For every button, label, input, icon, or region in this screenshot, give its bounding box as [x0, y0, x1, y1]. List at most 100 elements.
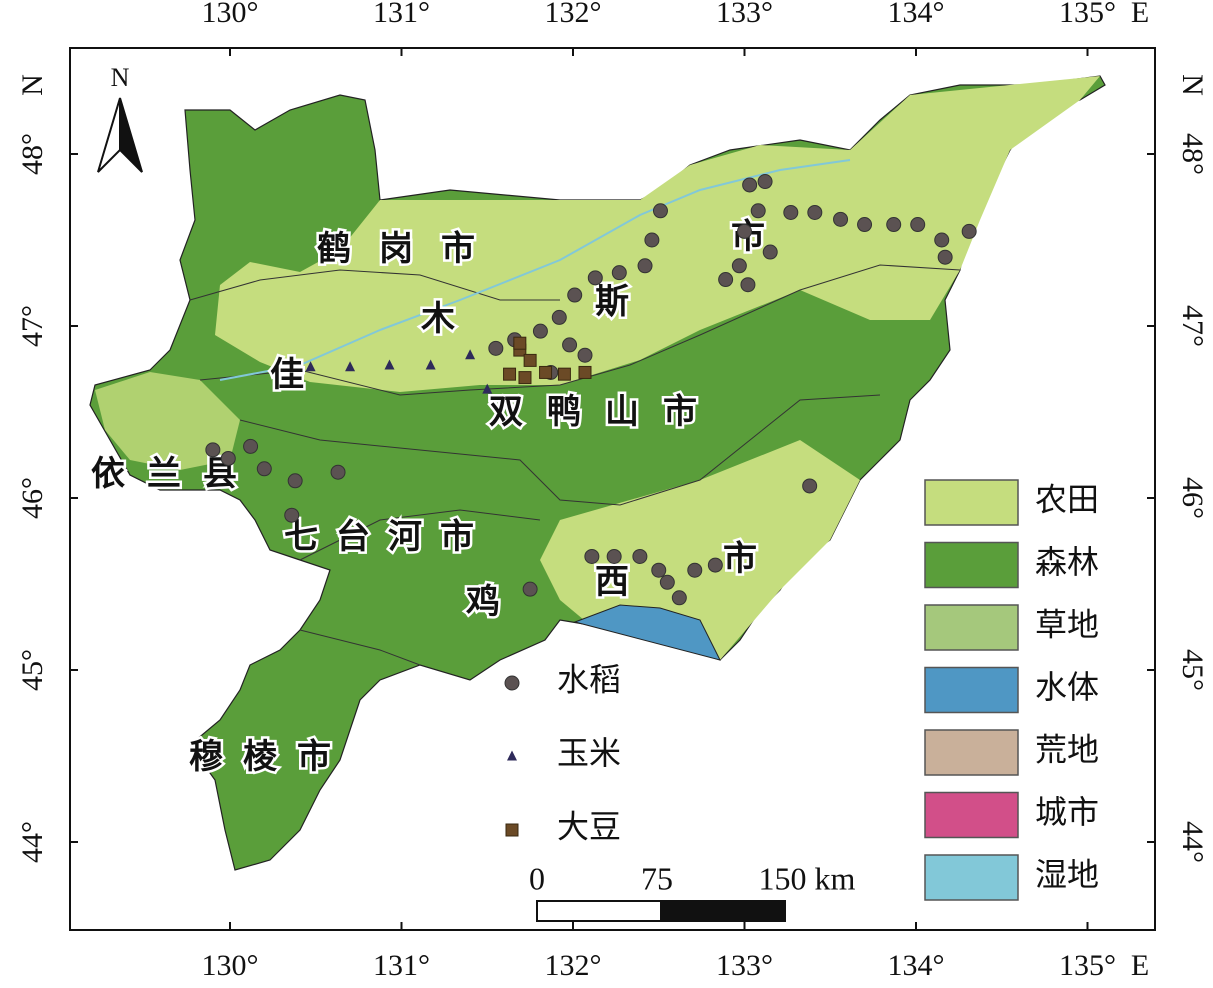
- place-label: 依兰县: [91, 455, 259, 493]
- legend-swatch: [924, 666, 1019, 714]
- sample-point: [539, 365, 553, 379]
- legend-label: 湿地: [1035, 856, 1099, 892]
- sample-point: [287, 473, 303, 489]
- lon-tick-label: 132°: [545, 949, 602, 982]
- place-label: 斯: [595, 283, 629, 321]
- scale-label: 0: [529, 860, 545, 896]
- lat-tick-label: 46°: [1176, 477, 1209, 519]
- legend-label: 城市: [1035, 794, 1099, 830]
- sample-point: [606, 548, 622, 564]
- lon-tick-label: 135°: [1059, 0, 1116, 29]
- lat-tick-label: 44°: [16, 821, 49, 863]
- sample-point: [567, 287, 583, 303]
- legend-marker: [505, 823, 519, 837]
- sample-point: [305, 361, 316, 372]
- lon-tick-label: 131°: [373, 949, 430, 982]
- sample-point: [652, 203, 668, 219]
- place-label: 鸡: [466, 583, 500, 621]
- sample-point: [425, 359, 436, 370]
- lon-tick-label: 134°: [888, 0, 945, 29]
- sample-point: [220, 450, 236, 466]
- sample-point: [632, 548, 648, 564]
- sample-point: [384, 359, 395, 370]
- sample-point: [910, 217, 926, 233]
- lon-tick-label: 131°: [373, 0, 430, 29]
- legend-marker: [507, 750, 517, 761]
- sample-point: [562, 337, 578, 353]
- legend-label: 草地: [1035, 606, 1099, 642]
- north-label-right: N: [1176, 74, 1209, 96]
- sample-point: [503, 367, 517, 381]
- legend-label: 荒地: [1035, 731, 1099, 767]
- sample-point: [718, 272, 734, 288]
- sample-point: [518, 371, 532, 385]
- sample-point: [284, 507, 300, 523]
- sample-point: [532, 323, 548, 339]
- sample-point: [731, 258, 747, 274]
- river: [219, 159, 851, 381]
- legend-swatch: [924, 791, 1019, 839]
- lon-tick-label: 133°: [716, 0, 773, 29]
- sample-point: [857, 217, 873, 233]
- sample-point: [937, 249, 953, 265]
- legend-label: 水稻: [557, 661, 621, 697]
- sample-point: [578, 365, 592, 379]
- sample-point: [707, 557, 723, 573]
- legend-label: 水体: [1035, 669, 1099, 705]
- sample-point: [611, 265, 627, 281]
- legend-swatch: [924, 854, 1019, 901]
- place-label: 双鸭山市: [489, 392, 721, 431]
- sample-point: [482, 383, 493, 394]
- sample-point: [762, 244, 778, 260]
- sample-point: [757, 174, 773, 190]
- sample-point: [750, 203, 766, 219]
- place-label: 木: [420, 300, 455, 338]
- sample-point: [256, 461, 272, 477]
- lat-tick-label: 48°: [1176, 133, 1209, 175]
- legend-swatch: [924, 541, 1019, 589]
- lat-tick-label: 45°: [16, 649, 49, 691]
- scale-bar: 0 75 150 km: [529, 860, 856, 922]
- place-label: 市: [723, 539, 757, 578]
- lat-tick-label: 45°: [1176, 649, 1209, 691]
- lat-tick-label: 48°: [16, 133, 49, 175]
- north-label-left: N: [16, 74, 49, 96]
- sample-point: [886, 217, 902, 233]
- farmland-west: [95, 372, 240, 470]
- lat-tick-label: 47°: [1176, 305, 1209, 347]
- scale-label: 150 km: [759, 860, 856, 896]
- sample-point: [961, 223, 977, 239]
- lat-tick-label: 44°: [1176, 821, 1209, 863]
- sample-point: [205, 442, 221, 458]
- scale-label: 75: [641, 860, 673, 896]
- legend-swatch: [924, 604, 1019, 651]
- sample-point: [557, 367, 571, 381]
- farmland-north: [215, 76, 1100, 392]
- sample-point: [577, 347, 593, 363]
- legend-swatch: [924, 479, 1019, 526]
- sample-point: [833, 211, 849, 227]
- legend-label: 森林: [1035, 544, 1099, 580]
- sample-point: [934, 232, 950, 248]
- sample-point: [644, 232, 660, 248]
- lon-tick-label: 130°: [202, 0, 259, 29]
- place-label: 西: [595, 564, 629, 601]
- sample-point: [671, 590, 687, 606]
- sample-point: [637, 258, 653, 274]
- sample-point: [802, 478, 818, 494]
- lake: [573, 604, 721, 661]
- legend-label: 玉米: [557, 735, 621, 771]
- sample-point: [523, 353, 537, 367]
- lat-tick-label: 47°: [16, 305, 49, 347]
- county-boundaries: [189, 264, 961, 666]
- sample-point: [742, 177, 758, 193]
- sample-point: [783, 204, 799, 220]
- sample-point: [584, 548, 600, 564]
- sample-point: [737, 223, 752, 239]
- sample-point: [687, 562, 703, 578]
- legend-marker: [504, 675, 520, 691]
- sample-point: [587, 270, 603, 286]
- legend-swatch: [924, 729, 1019, 776]
- east-label-bottom: E: [1131, 949, 1149, 982]
